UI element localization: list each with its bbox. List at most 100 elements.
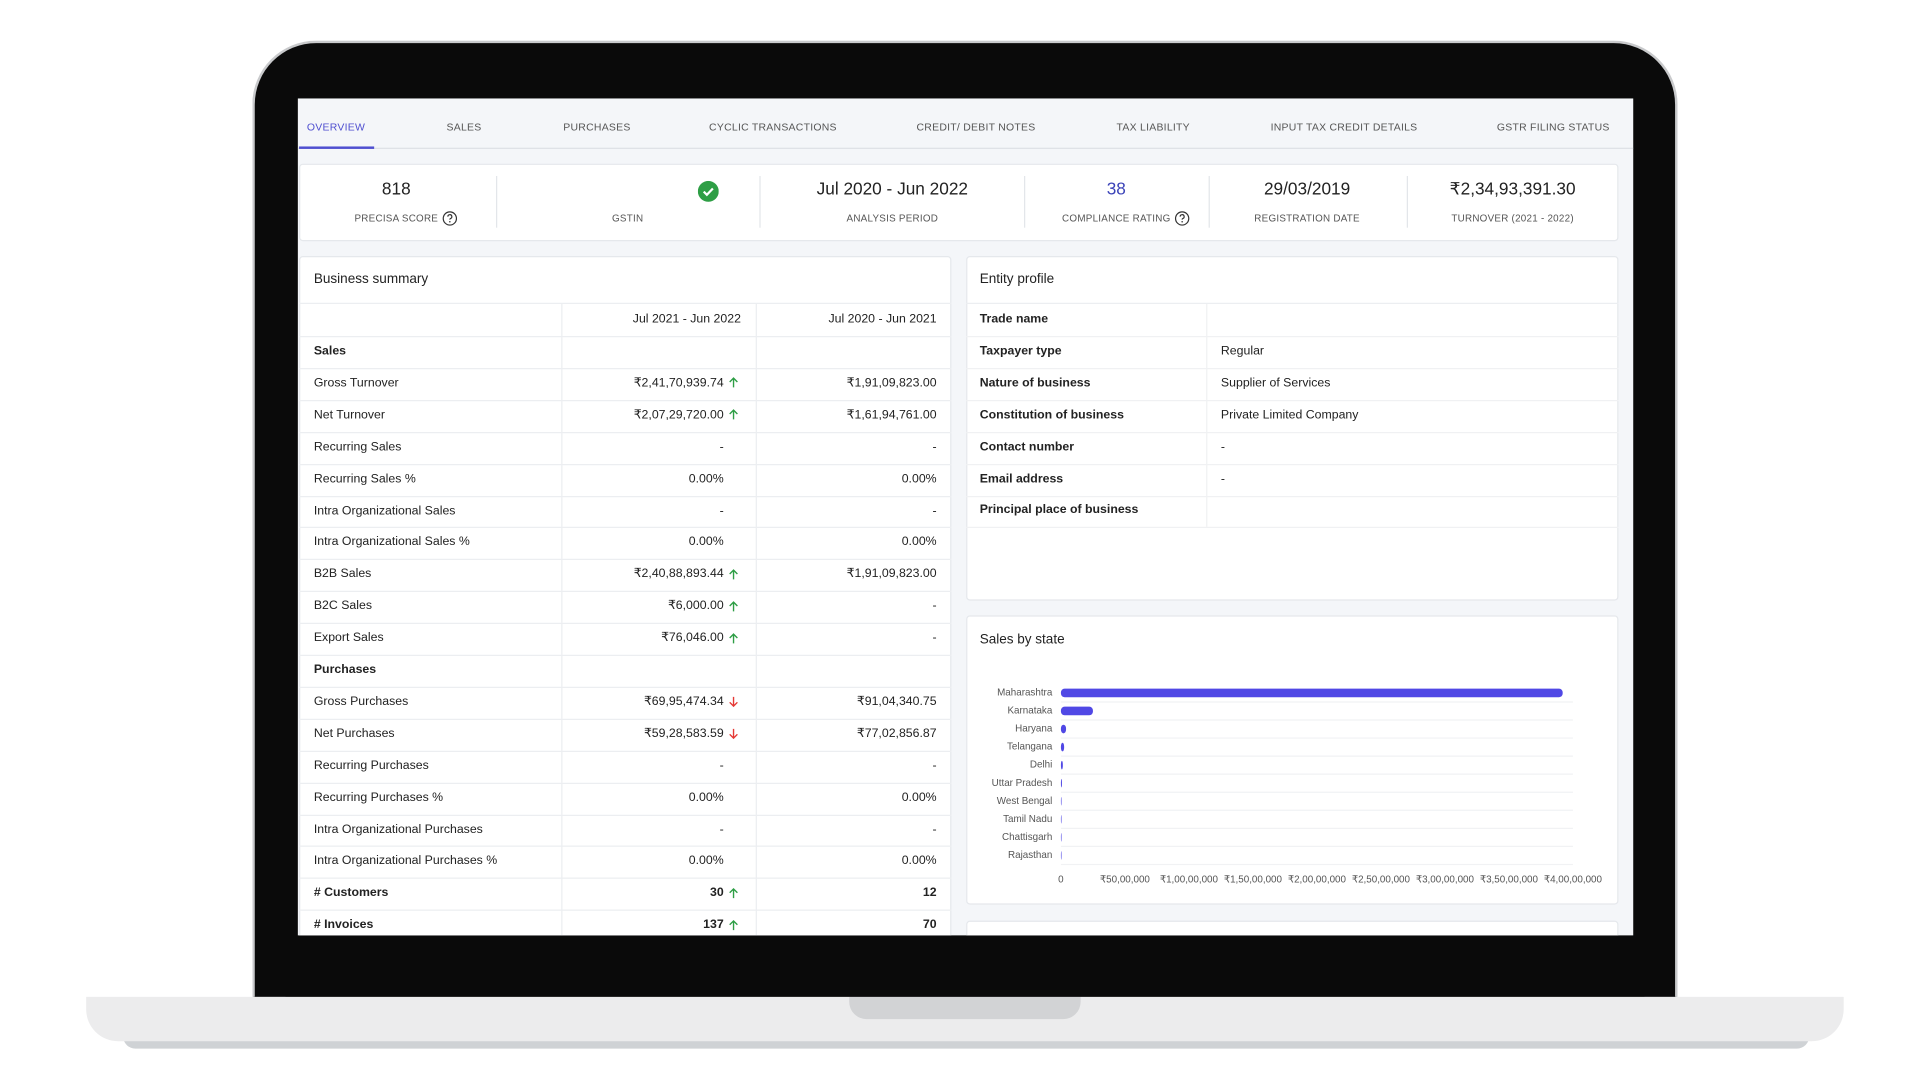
tab[interactable]: CREDIT/ DEBIT NOTES <box>916 120 1036 133</box>
profile-label: Contact number <box>979 440 1075 454</box>
cell-value: 0.00% <box>688 535 724 550</box>
row-line <box>299 463 952 465</box>
cell-value: - <box>719 503 724 518</box>
row-line <box>299 335 952 338</box>
row-line <box>299 846 952 848</box>
row-label: Intra Organizational Sales <box>313 503 456 518</box>
row-label: Recurring Purchases <box>313 758 429 773</box>
bar <box>1060 724 1067 734</box>
x-tick-label: ₹2,50,00,000 <box>1352 875 1411 886</box>
trend-up-icon <box>729 600 738 611</box>
metric-divider <box>1023 175 1026 228</box>
bar <box>1060 778 1062 788</box>
cell-value: 137 <box>703 918 724 932</box>
x-tick-label: ₹4,00,00,000 <box>1544 875 1603 886</box>
tab-bar <box>297 98 1634 149</box>
metric-label: TURNOVER (2021 - 2022) <box>1451 212 1574 224</box>
row-line <box>966 367 1619 370</box>
metric-divider <box>1406 175 1408 228</box>
row-line <box>299 686 952 688</box>
entity-profile-card <box>966 255 1619 601</box>
metric-divider <box>1208 175 1210 228</box>
y-tick-label: Delhi <box>1030 760 1052 771</box>
row-line <box>299 590 952 593</box>
chart-title: Sales by state <box>980 632 1065 647</box>
cell-value: ₹91,04,340.75 <box>856 695 937 709</box>
bar <box>1060 851 1062 860</box>
trend-up-icon <box>729 409 738 420</box>
tab[interactable]: PURCHASES <box>563 120 631 133</box>
row-line <box>966 399 1619 401</box>
row-line <box>966 463 1619 465</box>
row-line <box>299 399 952 401</box>
row-label: # Customers <box>313 886 389 901</box>
row-label: B2C Sales <box>313 599 372 614</box>
bar <box>1060 706 1093 716</box>
bar <box>1060 742 1065 752</box>
row-line <box>299 559 952 561</box>
tab[interactable]: INPUT TAX CREDIT DETAILS <box>1270 120 1418 133</box>
cell-value: ₹59,28,583.59 <box>643 727 724 741</box>
tab[interactable]: CYCLIC TRANSACTIONS <box>709 120 837 133</box>
row-line <box>299 431 952 433</box>
tab-underline <box>299 146 375 149</box>
cell-value: ₹77,02,856.87 <box>856 727 937 741</box>
section-label: Purchases <box>313 663 377 677</box>
row-label: # Invoices <box>313 918 374 932</box>
metric-value: ₹2,34,93,391.30 <box>1449 178 1576 199</box>
row-label: Recurring Purchases % <box>313 790 444 805</box>
row-line <box>299 877 952 880</box>
bar <box>1060 796 1062 806</box>
cell-value: 0.00% <box>901 535 937 550</box>
column-divider <box>755 303 757 936</box>
cell-value: 70 <box>922 918 937 932</box>
metric-value: 38 <box>1106 178 1126 199</box>
cell-value: - <box>932 599 937 614</box>
cell-value: ₹2,40,88,893.44 <box>633 567 724 582</box>
row-line <box>299 909 952 911</box>
profile-label: Nature of business <box>979 376 1091 390</box>
tab[interactable]: SALES <box>446 120 482 133</box>
cell-value: 0.00% <box>901 472 937 486</box>
row-label: Intra Organizational Sales % <box>313 535 470 550</box>
profile-value: - <box>1220 440 1226 454</box>
cell-value: - <box>719 822 724 837</box>
cell-value: ₹1,91,09,823.00 <box>846 376 937 391</box>
row-label: Export Sales <box>313 631 384 646</box>
cell-value: ₹2,07,29,720.00 <box>633 408 724 422</box>
row-line <box>299 750 952 752</box>
metric-divider <box>759 175 761 228</box>
cell-value: ₹1,91,09,823.00 <box>846 567 937 582</box>
cell-value: ₹6,000.00 <box>667 599 724 614</box>
sales-chart: Sales by state 0 ₹50,00,000 ₹1,00,00,000 ₹1,… <box>980 632 1603 886</box>
profile-value: - <box>1220 471 1226 486</box>
column-header: Jul 2021 - Jun 2022 <box>632 312 741 327</box>
row-label: Intra Organizational Purchases % <box>313 854 498 869</box>
row-line <box>299 654 952 656</box>
x-tick-label: ₹1,50,00,000 <box>1224 875 1283 886</box>
y-tick-label: Maharashtra <box>997 688 1053 699</box>
sales-by-state-card <box>966 615 1619 905</box>
next-card <box>966 920 1619 936</box>
trend-up-icon <box>729 632 738 643</box>
tab[interactable]: OVERVIEW <box>306 120 366 133</box>
row-line <box>299 367 952 370</box>
tab[interactable]: TAX LIABILITY <box>1116 120 1190 133</box>
profile-label: Email address <box>979 471 1064 486</box>
row-label: Intra Organizational Purchases <box>313 822 483 837</box>
tab[interactable]: GSTR FILING STATUS <box>1496 120 1610 133</box>
y-tick-label: Tamil Nadu <box>1003 814 1052 825</box>
help-icon <box>442 211 458 226</box>
profile-label: Principal place of business <box>979 503 1139 518</box>
metrics-card <box>299 163 1619 242</box>
cell-value: 30 <box>709 886 724 901</box>
metric-value: 29/03/2019 <box>1263 178 1351 199</box>
cell-value: 0.00% <box>901 854 937 869</box>
metric-value: Jul 2020 - Jun 2022 <box>816 178 968 199</box>
x-tick-label: ₹1,00,00,000 <box>1160 875 1219 886</box>
cell-value: 12 <box>922 886 937 901</box>
trend-up-icon <box>729 919 738 930</box>
row-label: Gross Turnover <box>313 376 399 391</box>
row-line <box>966 431 1619 433</box>
